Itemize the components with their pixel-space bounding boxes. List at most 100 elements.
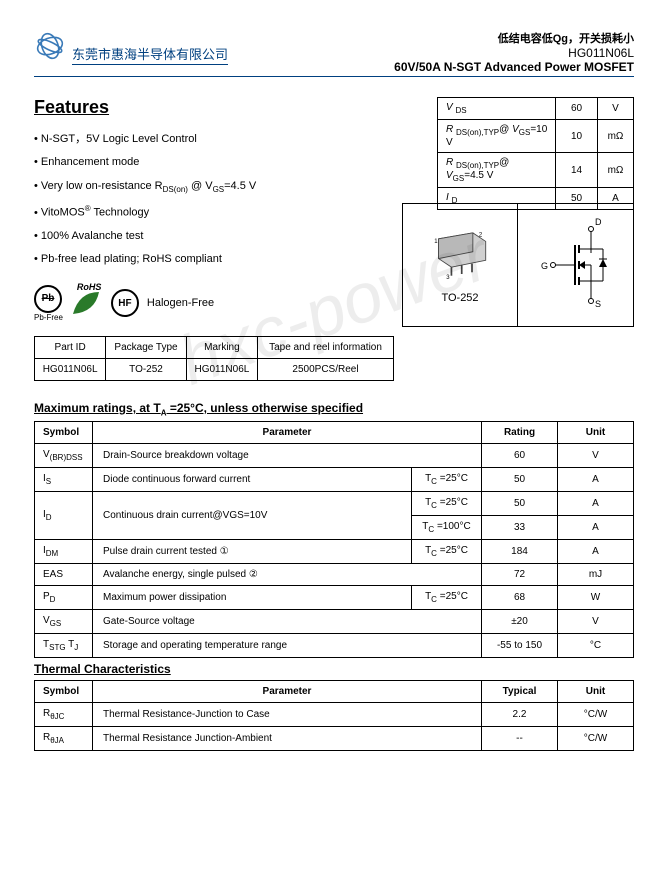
- features-title: Features: [34, 97, 344, 118]
- feature-item: Enhancement mode: [34, 155, 344, 169]
- feature-item: 100% Avalanche test: [34, 229, 344, 243]
- feature-item: VitoMOS® Technology: [34, 204, 344, 220]
- max-unit: A: [558, 540, 634, 564]
- spec-param: V DS: [438, 98, 556, 120]
- col-unit: Unit: [558, 681, 634, 703]
- max-ratings-title: Maximum ratings, at TA =25°C, unless oth…: [34, 401, 634, 417]
- svg-text:1: 1: [434, 239, 438, 245]
- pkg-cell: TO-252: [106, 358, 187, 380]
- max-param: Drain-Source breakdown voltage: [93, 444, 482, 468]
- pkg-header: Marking: [186, 336, 257, 358]
- col-typical: Typical: [482, 681, 558, 703]
- spec-unit: mΩ: [598, 120, 634, 153]
- col-parameter: Parameter: [93, 681, 482, 703]
- spec-val: 60: [556, 98, 598, 120]
- pkg-header: Package Type: [106, 336, 187, 358]
- max-unit: °C: [558, 634, 634, 658]
- mosfet-symbol-icon: D: [531, 215, 621, 315]
- features-section: Features N-SGT，5V Logic Level Control Enh…: [34, 97, 344, 267]
- max-symbol: IDM: [35, 540, 93, 564]
- max-unit: A: [558, 492, 634, 516]
- col-rating: Rating: [482, 422, 558, 444]
- col-unit: Unit: [558, 422, 634, 444]
- package-icon: 2 1 3: [425, 226, 495, 286]
- max-param: Maximum power dissipation: [93, 586, 412, 610]
- max-unit: A: [558, 516, 634, 540]
- spec-param: R DS(on),TYP@ VGS=10 V: [438, 120, 556, 153]
- max-unit: V: [558, 444, 634, 468]
- feature-item: N-SGT，5V Logic Level Control: [34, 132, 344, 146]
- company-logo-icon: [34, 30, 66, 62]
- svg-text:3: 3: [446, 275, 450, 281]
- pkg-cell: 2500PCS/Reel: [258, 358, 394, 380]
- col-symbol: Symbol: [35, 681, 93, 703]
- svg-text:2: 2: [479, 232, 483, 238]
- rohs-leaf-icon: [71, 288, 103, 316]
- max-unit: V: [558, 610, 634, 634]
- max-param: Gate-Source voltage: [93, 610, 482, 634]
- max-symbol: EAS: [35, 564, 93, 586]
- max-rating: 68: [482, 586, 558, 610]
- diagram-box: 2 1 3 TO-252 D: [402, 203, 634, 327]
- spec-unit: V: [598, 98, 634, 120]
- thermal-title: Thermal Characteristics: [34, 662, 634, 676]
- package-table: Part IDPackage TypeMarkingTape and reel …: [34, 336, 394, 381]
- max-cond: TC =25°C: [412, 468, 482, 492]
- max-rating: 50: [482, 492, 558, 516]
- max-rating: 72: [482, 564, 558, 586]
- header: 东莞市惠海半导体有限公司 低结电容低Qg，开关损耗小 HG011N06L 60V…: [34, 30, 634, 77]
- svg-text:G: G: [541, 261, 548, 271]
- thermal-param: Thermal Resistance-Junction to Case: [93, 703, 482, 727]
- thermal-unit: °C/W: [558, 727, 634, 751]
- feature-item: Very low on-resistance RDS(on) @ VGS=4.5…: [34, 179, 344, 196]
- features-list: N-SGT，5V Logic Level Control Enhancement …: [34, 132, 344, 267]
- max-rating: 50: [482, 468, 558, 492]
- pkg-header: Tape and reel information: [258, 336, 394, 358]
- thermal-table: SymbolParameterTypicalUnit RθJCThermal Re…: [34, 680, 634, 751]
- pbfree-icon: Pb: [34, 285, 62, 313]
- thermal-param: Thermal Resistance Junction-Ambient: [93, 727, 482, 751]
- max-unit: W: [558, 586, 634, 610]
- pkg-header: Part ID: [35, 336, 106, 358]
- max-ratings-table: SymbolParameterRatingUnitV(BR)DSSDrain-S…: [34, 421, 634, 658]
- max-param: Pulse drain current tested ①: [93, 540, 412, 564]
- halogen-free-icon: HF: [111, 289, 139, 317]
- max-symbol: TSTG TJ: [35, 634, 93, 658]
- pkg-cell: HG011N06L: [35, 358, 106, 380]
- spec-param: R DS(on),TYP@ VGS=4.5 V: [438, 153, 556, 188]
- max-unit: A: [558, 468, 634, 492]
- thermal-symbol: RθJC: [35, 703, 93, 727]
- col-symbol: Symbol: [35, 422, 93, 444]
- spec-table: V DS60V R DS(on),TYP@ VGS=10 V10mΩ R DS(on…: [437, 97, 634, 210]
- max-cond: TC =100°C: [412, 516, 482, 540]
- svg-text:D: D: [595, 217, 602, 227]
- max-rating: 60: [482, 444, 558, 468]
- halogen-free-label: Halogen-Free: [147, 297, 214, 309]
- max-cond: TC =25°C: [412, 586, 482, 610]
- max-rating: 33: [482, 516, 558, 540]
- max-rating: ±20: [482, 610, 558, 634]
- thermal-typ: --: [482, 727, 558, 751]
- thermal-symbol: RθJA: [35, 727, 93, 751]
- max-param: Storage and operating temperature range: [93, 634, 482, 658]
- max-rating: -55 to 150: [482, 634, 558, 658]
- tagline: 低结电容低Qg，开关损耗小: [228, 30, 634, 46]
- max-symbol: PD: [35, 586, 93, 610]
- feature-item: Pb-free lead plating; RoHS compliant: [34, 252, 344, 266]
- max-param: Diode continuous forward current: [93, 468, 412, 492]
- max-unit: mJ: [558, 564, 634, 586]
- pkg-cell: HG011N06L: [186, 358, 257, 380]
- spec-val: 10: [556, 120, 598, 153]
- max-param: Avalanche energy, single pulsed ②: [93, 564, 482, 586]
- col-parameter: Parameter: [93, 422, 482, 444]
- spec-val: 14: [556, 153, 598, 188]
- package-label: TO-252: [441, 292, 478, 304]
- thermal-unit: °C/W: [558, 703, 634, 727]
- svg-text:S: S: [595, 299, 601, 309]
- part-number: HG011N06L: [228, 46, 634, 60]
- max-cond: TC =25°C: [412, 540, 482, 564]
- max-param: Continuous drain current@VGS=10V: [93, 492, 412, 540]
- company-name: 东莞市惠海半导体有限公司: [72, 47, 228, 65]
- max-cond: TC =25°C: [412, 492, 482, 516]
- max-rating: 184: [482, 540, 558, 564]
